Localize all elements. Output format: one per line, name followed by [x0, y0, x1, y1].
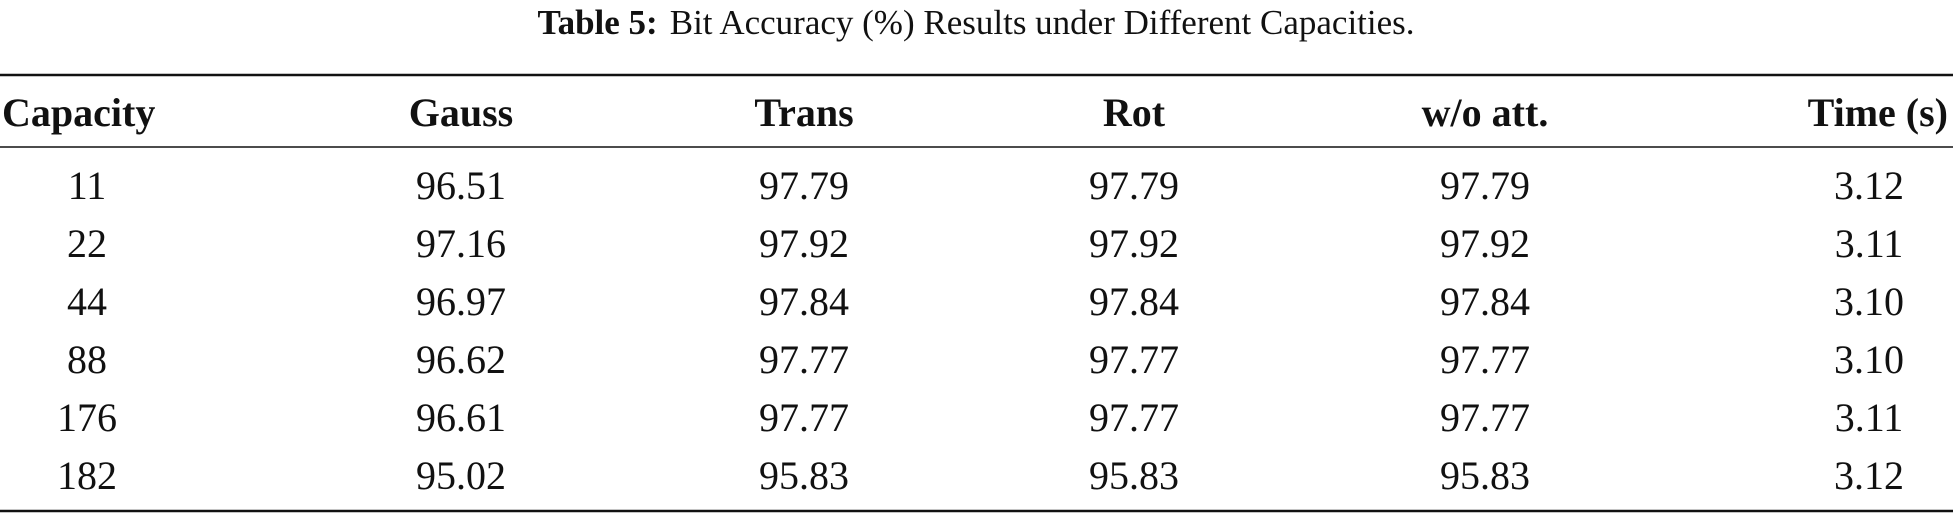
- table-cell: 3.12: [1834, 453, 1904, 498]
- table-cell: 176: [57, 395, 117, 440]
- table-cell: 97.84: [1440, 279, 1530, 324]
- table-cell: 95.83: [1089, 453, 1179, 498]
- table-cell: 3.12: [1834, 163, 1904, 208]
- table-cell: 95.02: [416, 453, 506, 498]
- table-cell: 95.83: [759, 453, 849, 498]
- table-cell: 96.61: [416, 395, 506, 440]
- table-cell: 11: [68, 163, 107, 208]
- column-header: Capacity: [2, 90, 155, 135]
- table-cell: 97.79: [759, 163, 849, 208]
- table-cell: 97.92: [1089, 221, 1179, 266]
- table-cell: 97.84: [759, 279, 849, 324]
- table-cell: 96.97: [416, 279, 506, 324]
- column-header: Gauss: [409, 90, 514, 135]
- table-cell: 182: [57, 453, 117, 498]
- table-cell: 96.62: [416, 337, 506, 382]
- column-header: Trans: [754, 90, 853, 135]
- table-cell: 97.77: [759, 395, 849, 440]
- table-cell: 95.83: [1440, 453, 1530, 498]
- table-cell: 97.84: [1089, 279, 1179, 324]
- table-cell: 97.77: [1089, 395, 1179, 440]
- table-cell: 97.16: [416, 221, 506, 266]
- column-header: w/o att.: [1422, 90, 1549, 135]
- column-header: Time (s): [1808, 90, 1948, 135]
- table-cell: 97.77: [759, 337, 849, 382]
- table-cell: 97.77: [1089, 337, 1179, 382]
- table-cell: 3.10: [1834, 337, 1904, 382]
- table-cell: 3.10: [1834, 279, 1904, 324]
- table-cell: 97.77: [1440, 337, 1530, 382]
- table-cell: 97.79: [1089, 163, 1179, 208]
- table-cell: 88: [67, 337, 107, 382]
- caption-label: Table 5:: [537, 3, 657, 42]
- table-cell: 97.92: [1440, 221, 1530, 266]
- table-cell: 97.92: [759, 221, 849, 266]
- table-cell: 97.77: [1440, 395, 1530, 440]
- table-cell: 97.79: [1440, 163, 1530, 208]
- column-header: Rot: [1103, 90, 1166, 135]
- table-cell: 3.11: [1835, 221, 1904, 266]
- caption-text: Bit Accuracy (%) Results under Different…: [670, 3, 1415, 42]
- table-cell: 3.11: [1835, 395, 1904, 440]
- table-cell: 22: [67, 221, 107, 266]
- table-cell: 44: [67, 279, 107, 324]
- table-caption: Table 5: Bit Accuracy (%) Results under D…: [537, 3, 1414, 42]
- table-cell: 96.51: [416, 163, 506, 208]
